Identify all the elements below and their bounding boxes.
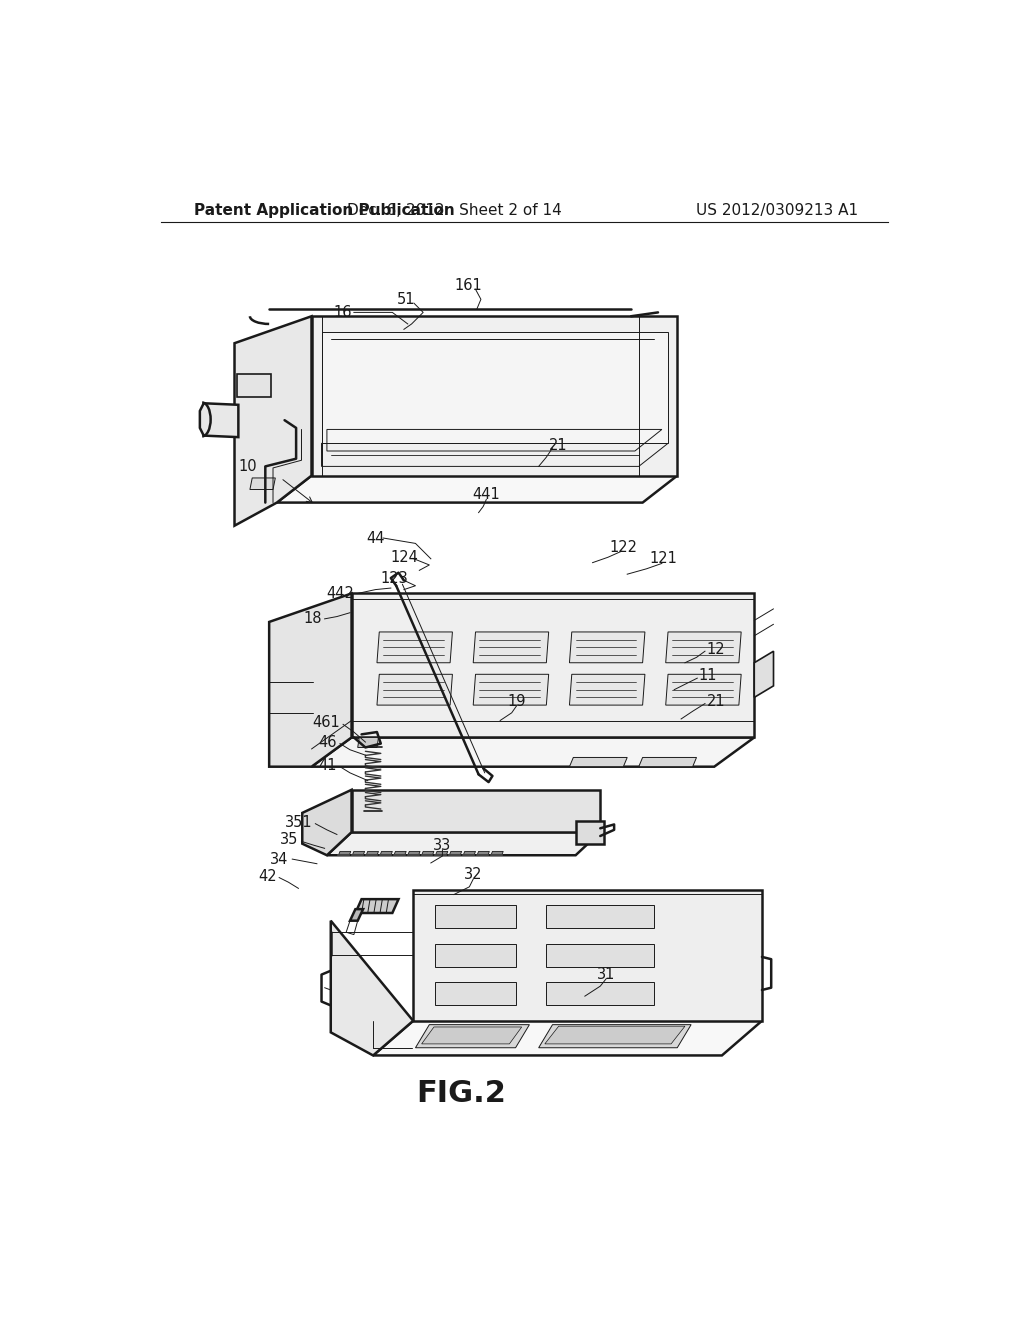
Polygon shape — [435, 982, 515, 1006]
Polygon shape — [200, 404, 239, 437]
Polygon shape — [311, 738, 755, 767]
Polygon shape — [352, 851, 365, 855]
Text: 42: 42 — [258, 869, 276, 883]
Polygon shape — [237, 374, 270, 397]
Polygon shape — [477, 851, 489, 855]
Polygon shape — [547, 982, 654, 1006]
Text: 31: 31 — [597, 968, 615, 982]
Polygon shape — [435, 851, 447, 855]
Polygon shape — [250, 478, 275, 490]
Polygon shape — [545, 1026, 685, 1044]
Polygon shape — [547, 944, 654, 966]
Text: 461: 461 — [312, 714, 340, 730]
Text: 44: 44 — [367, 531, 385, 545]
Polygon shape — [413, 890, 762, 1020]
Polygon shape — [473, 675, 549, 705]
Polygon shape — [377, 675, 453, 705]
Polygon shape — [331, 921, 413, 1056]
Polygon shape — [351, 789, 600, 832]
Text: 121: 121 — [649, 552, 677, 566]
Polygon shape — [339, 851, 351, 855]
Polygon shape — [394, 851, 407, 855]
Polygon shape — [234, 317, 311, 525]
Polygon shape — [269, 594, 351, 767]
Text: 34: 34 — [270, 851, 289, 867]
Polygon shape — [569, 675, 645, 705]
Text: 46: 46 — [318, 734, 337, 750]
Polygon shape — [450, 851, 462, 855]
Text: 124: 124 — [390, 549, 418, 565]
Polygon shape — [416, 1024, 529, 1048]
Polygon shape — [322, 331, 668, 444]
Polygon shape — [327, 832, 600, 855]
Polygon shape — [569, 758, 628, 767]
Polygon shape — [639, 758, 696, 767]
Text: 442: 442 — [326, 586, 354, 601]
Polygon shape — [373, 1020, 762, 1056]
Text: 11: 11 — [698, 668, 718, 684]
Text: 10: 10 — [239, 459, 257, 474]
Text: 122: 122 — [609, 540, 637, 554]
Polygon shape — [569, 632, 645, 663]
Polygon shape — [302, 789, 351, 855]
Polygon shape — [547, 906, 654, 928]
Text: 123: 123 — [380, 570, 408, 586]
Polygon shape — [377, 632, 453, 663]
Text: US 2012/0309213 A1: US 2012/0309213 A1 — [696, 203, 858, 218]
Text: 351: 351 — [285, 814, 312, 830]
Polygon shape — [380, 851, 392, 855]
Polygon shape — [350, 909, 364, 921]
Text: 161: 161 — [454, 279, 481, 293]
Text: 41: 41 — [318, 758, 337, 772]
Polygon shape — [539, 1024, 691, 1048]
Text: 12: 12 — [707, 642, 725, 657]
Text: Patent Application Publication: Patent Application Publication — [194, 203, 455, 218]
Polygon shape — [422, 851, 434, 855]
Text: Dec. 6, 2012   Sheet 2 of 14: Dec. 6, 2012 Sheet 2 of 14 — [346, 203, 561, 218]
Polygon shape — [755, 651, 773, 697]
Polygon shape — [575, 821, 604, 843]
Polygon shape — [422, 1027, 521, 1044]
Polygon shape — [473, 632, 549, 663]
Polygon shape — [351, 594, 755, 738]
Polygon shape — [355, 899, 398, 913]
Text: 19: 19 — [508, 694, 526, 709]
Polygon shape — [357, 738, 379, 747]
Polygon shape — [490, 851, 503, 855]
Text: 21: 21 — [549, 438, 567, 453]
Polygon shape — [666, 675, 741, 705]
Polygon shape — [435, 906, 515, 928]
Text: 21: 21 — [707, 694, 725, 709]
Polygon shape — [408, 851, 420, 855]
Text: 16: 16 — [333, 305, 351, 319]
Text: 18: 18 — [303, 611, 322, 627]
Text: 32: 32 — [464, 867, 482, 882]
Polygon shape — [311, 317, 677, 475]
Polygon shape — [276, 475, 677, 503]
Text: 35: 35 — [280, 833, 298, 847]
Text: FIG.2: FIG.2 — [417, 1080, 507, 1109]
Polygon shape — [666, 632, 741, 663]
Polygon shape — [367, 851, 379, 855]
Text: 51: 51 — [397, 292, 416, 306]
Text: 441: 441 — [472, 487, 500, 503]
Polygon shape — [463, 851, 475, 855]
Text: 33: 33 — [433, 838, 452, 853]
Polygon shape — [435, 944, 515, 966]
